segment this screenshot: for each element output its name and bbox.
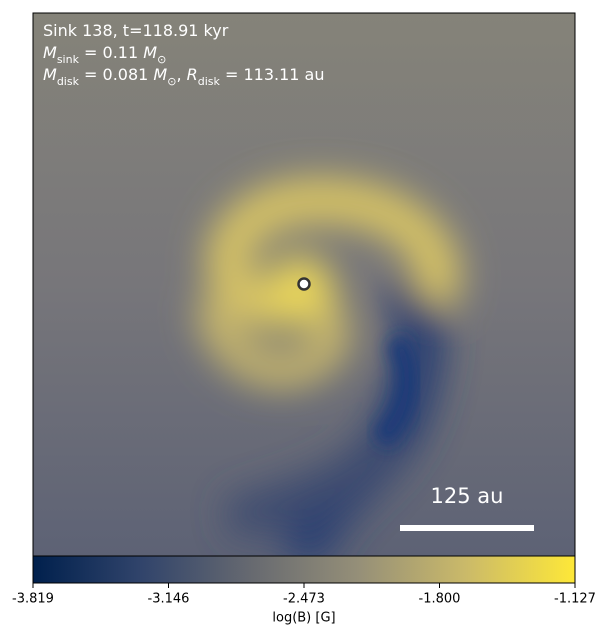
colorbar-tick-label: -2.473 <box>283 592 325 607</box>
header-part: sink <box>57 53 80 66</box>
header-part: disk <box>57 75 80 88</box>
scale-bar-label: 125 au <box>431 484 504 508</box>
header-part: M <box>43 43 57 62</box>
sink-marker <box>297 277 311 291</box>
header-part: ⊙ <box>157 53 166 66</box>
header-part: = 0.11 <box>79 43 143 62</box>
colorbar-tick-label: -1.127 <box>554 592 596 607</box>
header-part: M <box>143 43 157 62</box>
header-part: R <box>187 65 198 84</box>
header-part: M <box>153 65 167 84</box>
field-image <box>33 13 575 556</box>
colorbar-label: log(B) [G] <box>272 611 335 626</box>
colorbar-tick-label: -3.146 <box>148 592 190 607</box>
header-part: = 0.081 <box>79 65 153 84</box>
colorbar-tick-label: -3.819 <box>12 592 54 607</box>
header-part: disk <box>198 75 221 88</box>
header-part: M <box>43 65 57 84</box>
colorbar-tick-label: -1.800 <box>419 592 461 607</box>
header-line: Sink 138, t=118.91 kyr <box>43 21 229 40</box>
header-part: Sink 138, t=118.91 kyr <box>43 21 229 40</box>
header-part: = 113.11 au <box>220 65 325 84</box>
header-line: Mdisk = 0.081 M⊙, Rdisk = 113.11 au <box>43 65 324 88</box>
header-line: Msink = 0.11 M⊙ <box>43 43 166 66</box>
header-part: ⊙ <box>167 75 176 88</box>
colorbar <box>32 555 576 584</box>
header-part: , <box>176 65 186 84</box>
